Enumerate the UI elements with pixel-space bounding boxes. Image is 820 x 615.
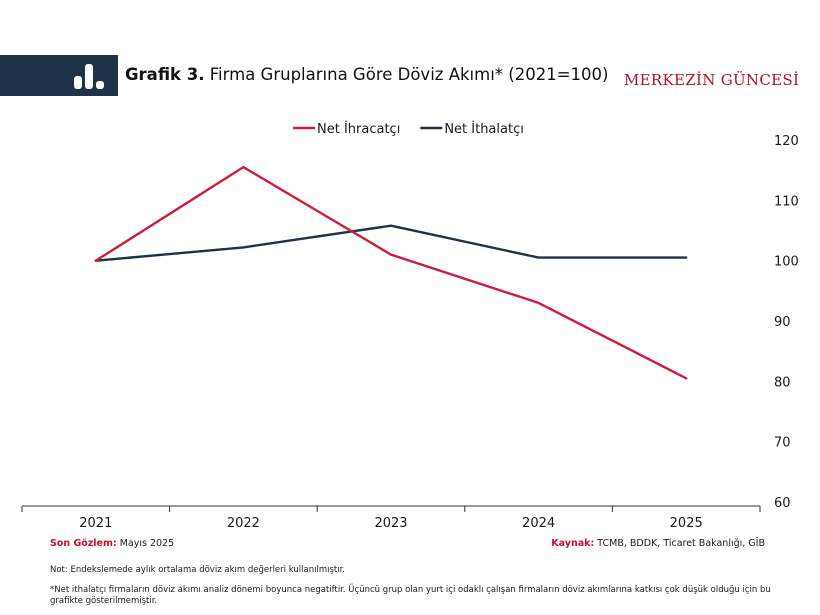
source-value: TCMB, BDDK, Ticaret Bakanlığı, GİB: [594, 538, 765, 549]
legend-label: Net İhracatçı: [317, 121, 400, 137]
legend: Net İhracatçı Net İthalatçı: [293, 121, 524, 137]
y-tick-label: 120: [774, 134, 799, 149]
y-tick-label: 100: [774, 255, 799, 270]
series-line: [94, 224, 688, 262]
footnote-text: *Net ithalatçı firmaların döviz akımı an…: [50, 585, 771, 606]
chart-axes: 2021 2022 2023 2024 2025 120 110 100 90 80 70 60: [21, 134, 799, 531]
series-layer: [94, 165, 688, 380]
title-bold: Grafik 3.: [125, 65, 205, 84]
source: Kaynak: TCMB, BDDK, Ticaret Bakanlığı, G…: [551, 538, 765, 549]
last-observation-value: Mayıs 2025: [116, 538, 175, 549]
legend-label: Net İthalatçı: [444, 121, 524, 137]
brand-logo: MERKEZİN GÜNCESİ: [624, 71, 800, 89]
x-tick-label: 2025: [670, 516, 703, 531]
x-tick-label: 2021: [79, 516, 112, 531]
x-tick-label: 2024: [522, 516, 555, 531]
series-line: [94, 165, 688, 380]
last-observation-label: Son Gözlem:: [50, 538, 117, 549]
y-tick-label: 80: [774, 375, 791, 390]
header-bar: [0, 55, 118, 96]
title-rest: Firma Gruplarına Göre Döviz Akımı* (2021…: [204, 65, 609, 84]
y-tick-label: 70: [774, 436, 791, 451]
y-tick-label: 60: [774, 496, 791, 511]
last-observation: Son Gözlem: Mayıs 2025: [50, 538, 174, 549]
bar-chart-icon: [74, 64, 104, 89]
x-tick-label: 2023: [374, 516, 407, 531]
note-text: Not: Endekslemede aylık ortalama döviz a…: [50, 565, 345, 575]
source-label: Kaynak:: [551, 538, 595, 549]
y-tick-label: 90: [774, 315, 791, 330]
x-tick-label: 2022: [227, 516, 260, 531]
y-tick-label: 110: [774, 194, 799, 209]
chart-title: Grafik 3. Firma Gruplarına Göre Döviz Ak…: [125, 65, 608, 84]
